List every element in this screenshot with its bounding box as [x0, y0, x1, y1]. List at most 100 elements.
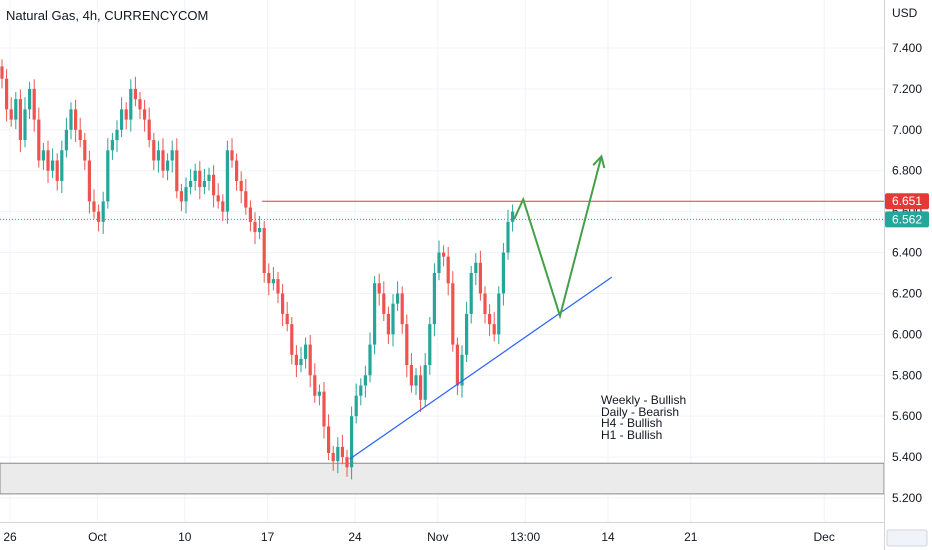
candle-body [267, 273, 271, 284]
time-tick-label: 26 [3, 530, 17, 544]
candle-body [166, 160, 170, 171]
price-tick-label: 5.600 [892, 409, 922, 423]
price-tick-label: 7.200 [892, 82, 922, 96]
time-tick-label: Dec [814, 530, 835, 544]
candle-body [285, 313, 289, 325]
candle-body [198, 170, 202, 188]
candle-body [258, 228, 262, 233]
candle-body [138, 99, 142, 110]
candle-body [74, 109, 78, 130]
candle-body [18, 99, 22, 141]
candle-body [239, 180, 243, 192]
settings-icon[interactable] [886, 529, 928, 547]
candle-body [207, 174, 211, 181]
candle-body [350, 416, 354, 468]
candle-body [400, 293, 404, 325]
candle-body [28, 88, 32, 110]
candle-body [446, 256, 450, 284]
candle-body [294, 354, 298, 366]
candle-body [511, 211, 515, 222]
demand-zone [0, 462, 885, 495]
candle-body [405, 324, 409, 366]
grid-lines [0, 0, 884, 522]
candle-body [428, 324, 432, 366]
candle-body [92, 201, 96, 212]
candle-body [101, 201, 105, 222]
candle-body [161, 150, 165, 171]
time-tick-label: 21 [684, 530, 698, 544]
time-axis[interactable]: 26 Oct 10 17 24 Nov 13:00 14 21 Dec [3, 530, 835, 544]
timeframe-notes: Weekly - Bullish Daily - Bearish H4 - Bu… [601, 393, 687, 442]
candle-body [382, 293, 386, 314]
candle-body [327, 426, 331, 453]
projection-arrowhead-icon [592, 154, 606, 169]
candle-body [340, 446, 344, 458]
candle-body [110, 140, 114, 151]
note-daily: Daily - Bearish [601, 404, 680, 419]
candle-body [386, 313, 390, 335]
candle-body [87, 160, 91, 202]
candle-body [129, 88, 133, 120]
candle-body [78, 129, 82, 141]
price-tick-label: 5.400 [892, 450, 922, 464]
currency-label: USD [892, 6, 918, 20]
trendline[interactable] [349, 276, 613, 460]
candle-body [189, 180, 193, 188]
candle-body [313, 375, 317, 396]
candle-body [396, 293, 400, 304]
candle-body [55, 160, 59, 181]
candle-body [225, 150, 229, 212]
time-tick-label: Oct [88, 530, 107, 544]
candle-body [451, 283, 455, 345]
candle-body [336, 446, 340, 462]
candle-body [248, 207, 252, 222]
price-tick-label: 5.800 [892, 368, 922, 382]
note-weekly: Weekly - Bullish [601, 393, 687, 407]
price-tick-label: 7.000 [892, 123, 922, 137]
time-tick-label: 24 [348, 530, 362, 544]
candle-body [202, 180, 206, 188]
candle-body [455, 344, 459, 386]
candle-body [299, 358, 303, 366]
candle-body [51, 160, 55, 171]
candle-body [156, 150, 160, 161]
candle-body [478, 262, 482, 294]
price-tick-label: 6.800 [892, 164, 922, 178]
resistance-price-badge: 6.651 [885, 193, 929, 210]
candle-body [276, 279, 280, 294]
candle-body [60, 150, 64, 181]
candle-body [221, 201, 225, 212]
candle-body [124, 109, 128, 120]
candle-body [106, 150, 110, 202]
candle-body [419, 375, 423, 400]
candle-body [244, 191, 248, 208]
candle-body [184, 187, 188, 202]
candle-body [317, 391, 321, 396]
candle-body [437, 252, 441, 273]
candle-body [120, 109, 124, 130]
candle-body [442, 252, 446, 257]
time-tick-label: 17 [261, 530, 275, 544]
projection-path[interactable] [513, 156, 603, 320]
candle-body [331, 453, 335, 462]
price-tick-label: 5.200 [892, 491, 922, 505]
candle-body [373, 283, 377, 345]
candle-body [69, 109, 73, 130]
candle-body [322, 391, 326, 427]
note-h1: H1 - Bullish [601, 427, 663, 442]
candle-body [363, 375, 367, 386]
candle-body [179, 191, 183, 202]
candle-body [391, 303, 395, 335]
time-tick-label: 10 [178, 530, 192, 544]
candle-body [465, 313, 469, 355]
candle-body [432, 273, 436, 325]
candle-body [193, 170, 197, 181]
price-tick-label: 6.200 [892, 286, 922, 300]
candle-body [377, 283, 381, 294]
candle-body [483, 293, 487, 314]
candlesticks [0, 59, 515, 480]
price-axis[interactable]: 5.2005.4005.6005.8006.0006.2006.4006.600… [892, 41, 922, 505]
price-tick-label: 6.000 [892, 327, 922, 341]
candle-body [152, 140, 156, 161]
